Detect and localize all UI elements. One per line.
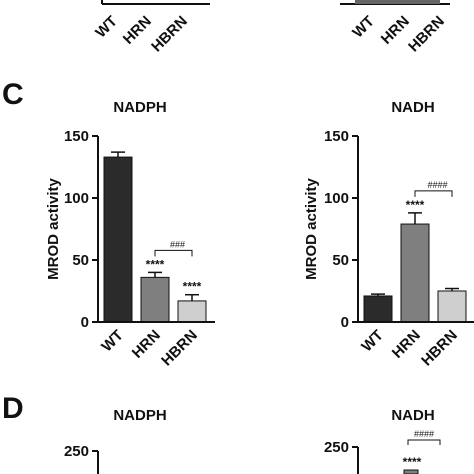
x-tick-label-wt: WT (98, 327, 127, 356)
significance-stars: **** (183, 280, 202, 294)
panel-letter-d: D (2, 392, 24, 425)
bar-hrn (400, 223, 430, 323)
y-tick-label: 250 (324, 439, 349, 456)
significance-bracket (407, 439, 441, 445)
top-left-cat-hbrn: HBRN (148, 13, 191, 56)
y-tick-label: 0 (81, 314, 89, 331)
panel-letter-c: C (2, 78, 24, 111)
chart-title: NADH (391, 99, 434, 116)
bar-hbrn (177, 300, 207, 323)
y-tick-label: 150 (64, 128, 89, 145)
chart-title: NADPH (113, 99, 166, 116)
y-tick-label: 50 (72, 252, 89, 269)
chart-d-nadh: NADH 250 #### **** (324, 407, 441, 474)
x-tick-label-hbrn: HBRN (418, 327, 461, 370)
y-tick-label: 0 (341, 314, 349, 331)
x-tick-label-wt: WT (358, 327, 387, 356)
significance-stars: **** (403, 455, 422, 469)
significance-bracket (414, 190, 453, 197)
y-axis-label: MROD activity (45, 178, 62, 280)
significance-stars: **** (406, 198, 425, 212)
significance-bracket (154, 249, 193, 257)
y-axis-label: MROD activity (303, 178, 320, 280)
x-tick-label-hbrn: HBRN (158, 327, 201, 370)
bracket-label: #### (427, 180, 447, 190)
significance-stars: **** (146, 257, 165, 271)
chart-title: NADPH (113, 407, 166, 424)
bar-hrn (140, 276, 170, 323)
bar-stub (403, 469, 419, 474)
top-fragment: WT HRN HBRN WT HRN HBRN (92, 0, 450, 55)
y-tick-label: 100 (64, 190, 89, 207)
top-right-cat-hbrn: HBRN (405, 13, 448, 56)
y-tick-label: 50 (332, 252, 349, 269)
bar-wt (363, 295, 393, 323)
chart-title: NADH (391, 407, 434, 424)
bar-wt (103, 156, 133, 323)
top-right-cat-wt: WT (349, 13, 378, 42)
bracket-label: #### (414, 429, 434, 439)
top-left-cat-wt: WT (92, 13, 121, 42)
bar-hbrn (437, 290, 467, 323)
y-tick-label: 100 (324, 190, 349, 207)
top-right-bar-stubs (355, 0, 440, 4)
y-tick-label: 150 (324, 128, 349, 145)
chart-d-nadph: NADPH 250 (64, 407, 167, 474)
bracket-label: ### (170, 239, 185, 249)
y-tick-label: 250 (64, 443, 89, 460)
